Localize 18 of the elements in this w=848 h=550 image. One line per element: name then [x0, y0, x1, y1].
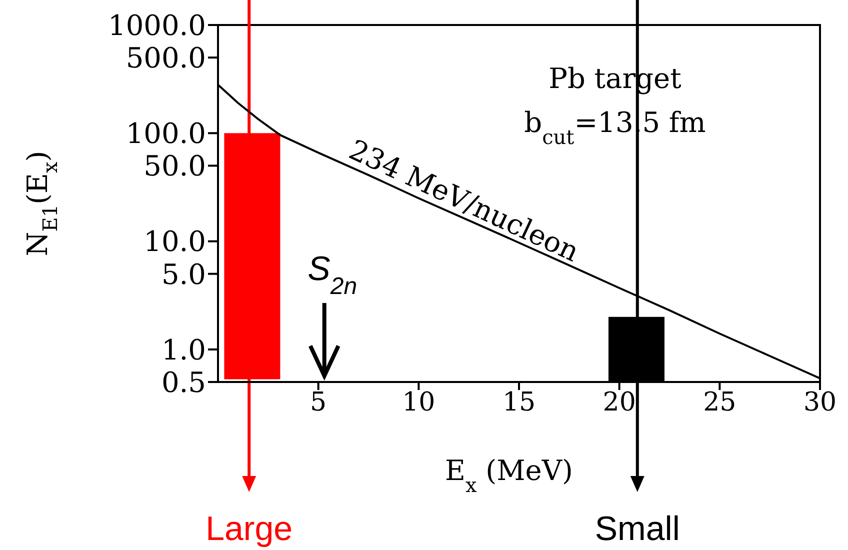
y-tick-label: 0.5	[161, 366, 206, 399]
y-tick-label: 500.0	[126, 41, 206, 74]
x-tick-label: 5	[310, 387, 327, 418]
text: Small	[594, 510, 680, 548]
x-axis-title: E$_{x}$ (MeV)	[445, 454, 573, 497]
text: Large	[206, 510, 293, 548]
y-tick-label: 5.0	[161, 258, 206, 291]
x-tick-label: 20	[602, 387, 636, 418]
x-tick-label: 25	[703, 387, 736, 418]
y-tick-label: 100.0	[126, 117, 206, 150]
x-tick-label: 30	[803, 387, 837, 418]
y-tick-label: 1000.0	[108, 8, 206, 42]
x-tick-label: 15	[502, 387, 536, 418]
y-tick-label: 50.0	[144, 150, 206, 183]
x-tick-label: 10	[402, 387, 436, 418]
annotation: S$_{2n}$	[308, 250, 358, 300]
y-tick-label: 10.0	[144, 225, 206, 258]
y-tick-label: 1.0	[161, 333, 206, 366]
